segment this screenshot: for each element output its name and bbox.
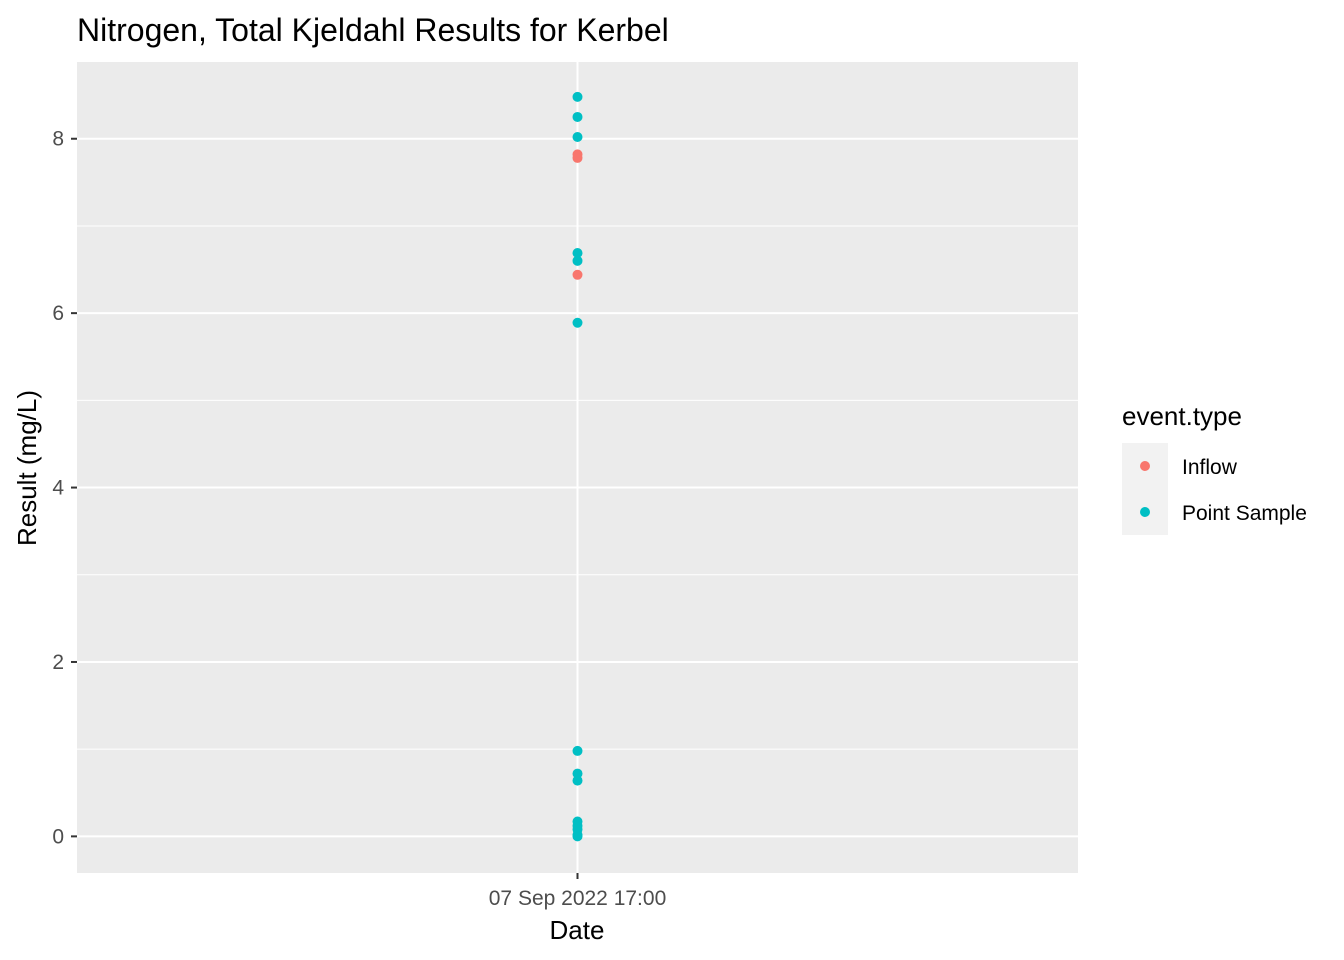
legend-label: Inflow [1182,456,1238,479]
data-point [572,768,583,779]
y-axis: 0 2 4 6 8 [52,128,77,848]
legend: event.type Inflow Point Sample [1122,401,1307,535]
y-tick-label: 6 [52,302,64,325]
x-axis: 07 Sep 2022 17:00 [489,873,667,910]
legend-label: Point Sample [1182,502,1307,525]
data-point [572,269,583,280]
legend-key-background [1122,443,1168,535]
data-points [572,91,583,842]
legend-title: event.type [1122,401,1242,431]
major-gridlines [77,62,1078,873]
legend-key [1140,507,1150,517]
data-point [572,831,583,842]
data-point [572,131,583,142]
data-point [572,317,583,328]
y-tick-label: 4 [52,477,64,500]
data-point [572,255,583,266]
y-tick-label: 2 [52,651,64,674]
legend-key [1140,461,1150,471]
y-tick-label: 8 [52,128,64,151]
data-point [572,152,583,163]
y-tick-label: 0 [52,825,64,848]
data-point [572,775,583,786]
y-axis-title: Result (mg/L) [12,390,42,546]
x-tick-label: 07 Sep 2022 17:00 [489,887,667,910]
data-point [572,247,583,258]
data-point [572,111,583,122]
legend-entries: Inflow Point Sample [1122,443,1307,535]
data-point [572,745,583,756]
x-axis-title: Date [550,915,605,945]
data-point [572,91,583,102]
chart-title: Nitrogen, Total Kjeldahl Results for Ker… [77,12,669,48]
